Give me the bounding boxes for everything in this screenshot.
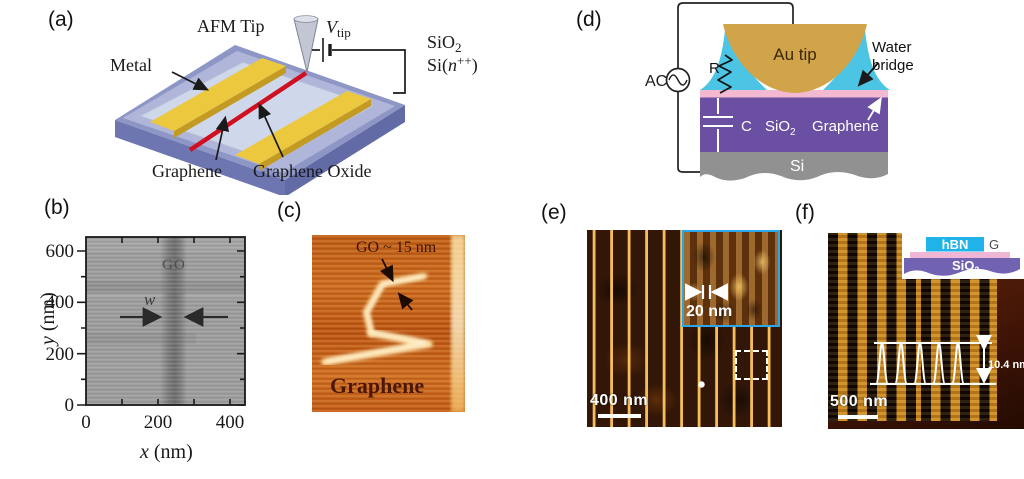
width-annotation: w bbox=[144, 290, 156, 309]
graphene-oxide-label: Graphene Oxide bbox=[253, 161, 371, 181]
metal-electrode-right bbox=[235, 91, 371, 171]
ac-label: AC bbox=[645, 73, 667, 90]
au-tip-label: Au tip bbox=[773, 45, 816, 64]
graphene-label-c: Graphene bbox=[330, 373, 424, 398]
panel-e-label: (e) bbox=[541, 201, 567, 224]
panel-c-afm-image: GO ~ 15 nm Graphene bbox=[312, 235, 465, 412]
si-layer bbox=[700, 152, 888, 181]
y-axis-title: y(nm) bbox=[40, 292, 59, 347]
afm-tip-icon bbox=[293, 15, 319, 73]
afm-tip-label: AFM Tip bbox=[197, 16, 265, 36]
stripe-region-left bbox=[828, 233, 904, 421]
panel-d-label: (d) bbox=[576, 8, 602, 31]
hbn-label: hBN bbox=[942, 237, 969, 252]
x-axis-title: x (nm) bbox=[139, 441, 193, 463]
panel-a-schematic: AFM Tip Vtip Metal Graphene Graphene Oxi… bbox=[110, 15, 478, 195]
c-label: C bbox=[741, 118, 752, 135]
svg-text:0: 0 bbox=[65, 395, 75, 416]
bright-particle bbox=[698, 381, 705, 388]
metal-electrode-left bbox=[150, 58, 286, 138]
graphene-label: Graphene bbox=[152, 161, 222, 181]
graphene-label-d: Graphene bbox=[812, 118, 879, 135]
dashed-roi-box bbox=[735, 350, 768, 380]
metal-label: Metal bbox=[110, 55, 152, 75]
panel-f-afm-image: hBN G SiO2 10.4 nm bbox=[828, 233, 1024, 429]
svg-text:200: 200 bbox=[46, 344, 75, 365]
graphene-oxide-line bbox=[188, 71, 308, 152]
sio2-layer-f bbox=[904, 258, 1020, 276]
vtip-label: Vtip bbox=[326, 17, 351, 40]
panel-c-label: (c) bbox=[277, 199, 302, 222]
graphene-layer bbox=[700, 90, 888, 98]
go-height-note: GO ~ 15 nm bbox=[356, 239, 437, 256]
go-pattern-squiggle bbox=[321, 272, 433, 366]
panel-a-label: (a) bbox=[48, 8, 74, 31]
sio2-label: SiO2 bbox=[427, 32, 462, 55]
scale-bar-label-e: 400 nm bbox=[590, 392, 649, 409]
scale-bar-e bbox=[598, 414, 641, 418]
axis-ticks bbox=[77, 237, 245, 406]
svg-text:0: 0 bbox=[81, 412, 91, 433]
svg-text:200: 200 bbox=[144, 412, 173, 433]
sio2-label-f: SiO2 bbox=[952, 258, 979, 275]
graphene-arrow-d bbox=[867, 96, 882, 121]
graphene-arrow bbox=[215, 115, 230, 161]
g-label: G bbox=[989, 237, 999, 252]
panel-e-inset-zoom: 20 nm bbox=[682, 230, 780, 327]
resistor-icon bbox=[717, 54, 733, 94]
tick-labels: 600 400 200 0 0 200 400 bbox=[46, 241, 245, 433]
tip-bias-circuit bbox=[312, 38, 406, 94]
go-note-arrows bbox=[379, 258, 414, 311]
svg-text:600: 600 bbox=[46, 241, 75, 262]
au-tip-shape bbox=[723, 24, 867, 93]
sio2-label-d: SiO2 bbox=[765, 118, 796, 138]
si-npp-label: Si(n++) bbox=[427, 53, 478, 76]
capacitor-icon bbox=[703, 98, 733, 152]
r-label: R bbox=[709, 60, 720, 77]
peak-height-label: 10.4 nm bbox=[988, 359, 1024, 371]
graphene-oxide-arrow bbox=[258, 102, 284, 158]
hbn-layer bbox=[926, 237, 984, 252]
si-label-d: Si bbox=[790, 158, 804, 175]
panel-e-afm-image: 20 nm 400 nm bbox=[587, 230, 782, 427]
bright-edge-streak bbox=[451, 235, 465, 412]
scale-bar-label-f: 500 nm bbox=[830, 393, 889, 410]
svg-text:400: 400 bbox=[46, 292, 75, 313]
go-annotation: GO bbox=[162, 257, 186, 273]
water-label-1: Water bbox=[872, 39, 911, 56]
sio2-layer bbox=[700, 97, 888, 152]
inset-width-label: 20 nm bbox=[686, 303, 732, 320]
panel-f-stack-inset: hBN G SiO2 bbox=[902, 233, 1024, 279]
width-arrows-inset bbox=[684, 283, 729, 301]
height-profile-inset: 10.4 nm bbox=[870, 335, 1024, 385]
scale-bar-f bbox=[838, 415, 878, 419]
ac-source-icon bbox=[665, 67, 691, 93]
panel-b-label: (b) bbox=[44, 196, 70, 219]
water-label-2: bridge bbox=[872, 57, 914, 74]
water-arrow bbox=[857, 62, 879, 87]
panel-d-schematic: AC Au tip R C SiO2 Graphene Si bbox=[645, 2, 914, 181]
metal-arrow bbox=[171, 71, 210, 91]
graphene-layer-f bbox=[910, 252, 1010, 258]
panel-f-label: (f) bbox=[795, 201, 815, 224]
ac-circuit-wires bbox=[677, 2, 794, 173]
svg-text:400: 400 bbox=[216, 412, 245, 433]
afm-image-go-line bbox=[85, 236, 246, 406]
panel-b-plot: 600 400 200 0 0 200 400 y(nm) x(nm) GO w bbox=[40, 236, 246, 463]
